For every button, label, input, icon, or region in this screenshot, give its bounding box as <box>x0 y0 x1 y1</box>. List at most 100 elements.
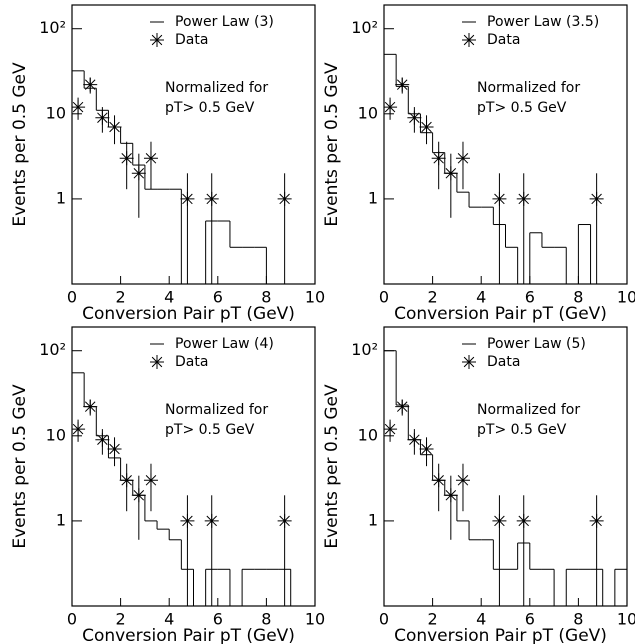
data-point <box>72 422 86 437</box>
data-point <box>589 513 604 528</box>
x-tick-label: 8 <box>573 288 583 307</box>
annotation: pT> 0.5 GeV <box>165 100 255 116</box>
y-tick-label: 10² <box>351 340 378 359</box>
x-tick-label: 6 <box>213 288 223 307</box>
annotation: Normalized for <box>165 80 268 96</box>
data-point <box>492 513 507 528</box>
x-tick-label: 0 <box>67 610 77 629</box>
histogram <box>384 53 592 284</box>
data-point <box>455 473 470 488</box>
x-axis-label: Conversion Pair pT (GeV) <box>82 626 295 644</box>
data-points <box>384 399 604 606</box>
y-tick-label: 10² <box>351 18 378 37</box>
data-point <box>384 422 398 437</box>
y-tick-label: 1 <box>368 188 378 207</box>
annotation: Normalized for <box>165 402 268 418</box>
panel: 0 2 4 6 8 10 1 10 10² Conversion Pair pT (GeV) Eve… <box>10 4 325 324</box>
x-tick-label: 6 <box>525 288 535 307</box>
y-tick-label: 10 <box>358 425 378 444</box>
data-point <box>119 473 134 488</box>
x-tick-label: 2 <box>116 288 126 307</box>
x-tick-label: 6 <box>213 610 223 629</box>
y-tick-label: 10 <box>46 425 66 444</box>
data-point <box>431 473 446 488</box>
data-point <box>395 399 410 414</box>
data-point <box>407 110 422 125</box>
x-tick-label: 8 <box>261 288 271 307</box>
x-tick-label: 2 <box>428 288 438 307</box>
data-point <box>455 151 470 166</box>
y-tick-label: 10² <box>39 340 66 359</box>
data-point <box>419 441 434 456</box>
y-tick-label: 10 <box>358 103 378 122</box>
x-tick-label: 4 <box>164 288 174 307</box>
data-point <box>143 473 158 488</box>
y-axis-label: Events per 0.5 GeV <box>322 62 342 227</box>
data-point <box>277 513 292 528</box>
x-tick-label: 4 <box>164 610 174 629</box>
data-points <box>384 77 604 284</box>
data-point <box>407 432 422 447</box>
data-point <box>83 399 98 414</box>
panel: 0 2 4 6 8 10 1 10 10² Conversion Pair pT (GeV) Eve… <box>10 326 325 644</box>
x-tick-label: 0 <box>67 288 77 307</box>
data-point <box>95 432 110 447</box>
annotation: pT> 0.5 GeV <box>477 100 567 116</box>
legend-label: Power Law (4) <box>175 336 274 352</box>
x-axis-label: Conversion Pair pT (GeV) <box>394 304 607 324</box>
data-points <box>72 399 292 606</box>
data-point <box>431 151 446 166</box>
annotation: Normalized for <box>477 402 580 418</box>
data-points <box>72 77 292 284</box>
data-point <box>419 119 434 134</box>
annotation: pT> 0.5 GeV <box>477 422 567 438</box>
data-point <box>516 513 531 528</box>
y-tick-label: 1 <box>368 510 378 529</box>
y-tick-label: 10 <box>46 103 66 122</box>
data-point <box>72 100 86 115</box>
data-point <box>119 151 134 166</box>
legend-label: Data <box>487 32 520 48</box>
data-point <box>131 166 146 181</box>
legend-label: Power Law (3.5) <box>487 14 599 30</box>
y-tick-label: 10² <box>39 18 66 37</box>
data-point <box>107 441 122 456</box>
data-point <box>180 191 195 206</box>
x-tick-label: 10 <box>305 610 325 629</box>
y-axis-label: Events per 0.5 GeV <box>10 384 30 549</box>
legend-label: Data <box>175 32 208 48</box>
x-axis-label: Conversion Pair pT (GeV) <box>394 626 607 644</box>
data-point <box>589 191 604 206</box>
legend-marker <box>462 33 476 47</box>
data-point <box>204 513 219 528</box>
y-tick-label: 1 <box>56 188 66 207</box>
y-axis-label: Events per 0.5 GeV <box>10 62 30 227</box>
x-tick-label: 10 <box>617 288 635 307</box>
x-tick-label: 6 <box>525 610 535 629</box>
panel: 0 2 4 6 8 10 1 10 10² Conversion Pair pT (GeV) Eve… <box>322 326 635 644</box>
data-point <box>180 513 195 528</box>
legend-label: Power Law (5) <box>487 336 586 352</box>
data-point <box>131 488 146 503</box>
annotation: Normalized for <box>477 80 580 96</box>
x-tick-label: 10 <box>617 610 635 629</box>
panel: 0 2 4 6 8 10 1 10 10² Conversion Pair pT (GeV) Eve… <box>322 4 635 324</box>
x-tick-label: 8 <box>573 610 583 629</box>
legend-label: Data <box>487 354 520 370</box>
legend-marker <box>150 355 164 369</box>
data-point <box>443 488 458 503</box>
data-point <box>83 77 98 92</box>
data-point <box>277 191 292 206</box>
data-point <box>516 191 531 206</box>
data-point <box>443 166 458 181</box>
data-point <box>384 100 398 115</box>
histogram <box>384 350 627 606</box>
data-point <box>204 191 219 206</box>
legend-marker <box>150 33 164 47</box>
y-tick-label: 1 <box>56 510 66 529</box>
data-point <box>107 119 122 134</box>
x-tick-label: 10 <box>305 288 325 307</box>
legend-label: Power Law (3) <box>175 14 274 30</box>
x-tick-label: 2 <box>428 610 438 629</box>
